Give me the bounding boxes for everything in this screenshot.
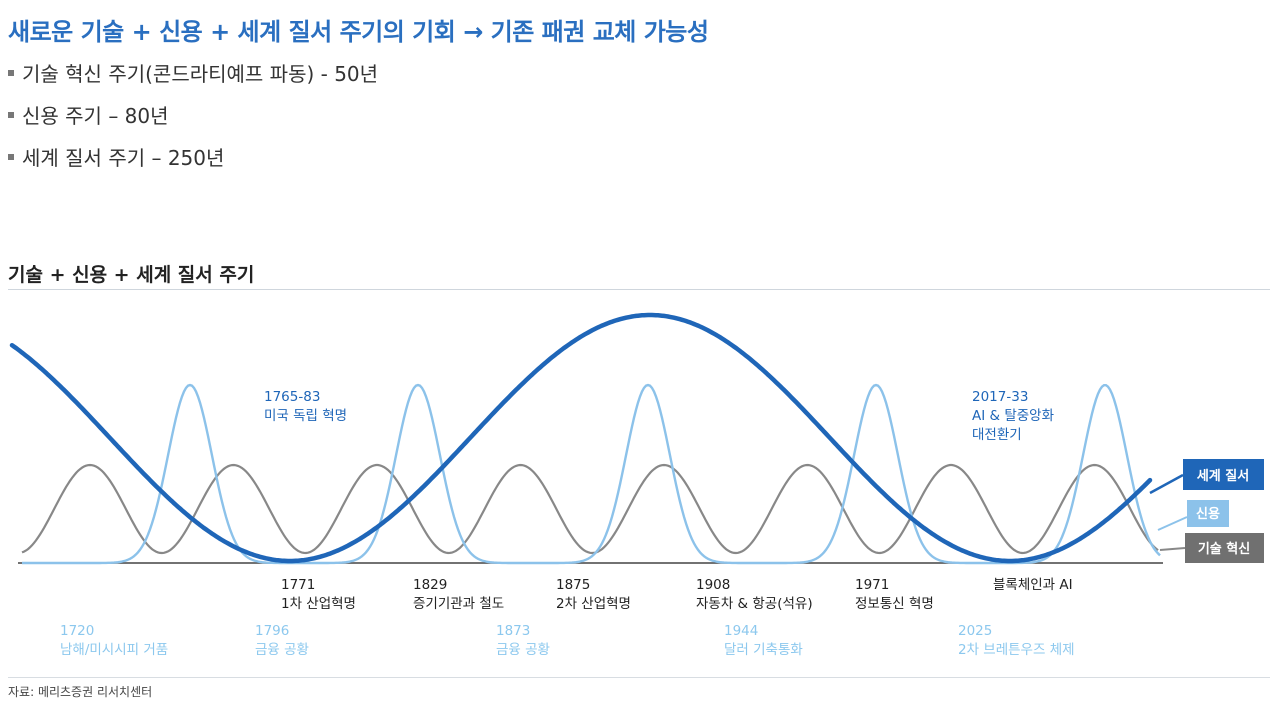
axis-year-label: 1829 <box>413 577 447 593</box>
chart-title: 기술 + 신용 + 세계 질서 주기 <box>8 264 255 286</box>
bullet-square-icon <box>8 153 14 160</box>
bullet-world-order-cycle: 세계 질서 주기 – 250년 <box>8 142 378 184</box>
bullet-technology-cycle: 기술 혁신 주기(콘드라티예프 파동) - 50년 <box>8 58 378 100</box>
cycle-bullet-list: 기술 혁신 주기(콘드라티예프 파동) - 50년 신용 주기 – 80년 세계… <box>8 58 378 184</box>
axis-event-label: 자동차 & 항공(석유) <box>696 596 813 612</box>
credit-legend-box <box>1187 500 1229 527</box>
bullet-square-icon <box>8 111 14 118</box>
technology-legend-connector <box>1159 547 1186 551</box>
world-order-legend-connector <box>1149 473 1184 495</box>
crisis-year-label: 1720 <box>60 623 94 639</box>
page-headline: 새로운 기술 + 신용 + 세계 질서 주기의 기회 → 기존 패권 교체 가능… <box>8 18 709 46</box>
era-annotation-line: 1765-83 <box>264 389 320 405</box>
crisis-event-label: 금융 공황 <box>496 642 550 658</box>
crisis-year-label: 1873 <box>496 623 530 639</box>
era-annotation-line: 2017-33 <box>972 389 1028 405</box>
crisis-year-label: 2025 <box>958 623 992 639</box>
axis-year-label: 1771 <box>281 577 315 593</box>
axis-event-label: 정보통신 혁명 <box>855 596 934 612</box>
crisis-event-label: 금융 공황 <box>255 642 309 658</box>
crisis-event-label: 달러 기축통화 <box>724 642 803 658</box>
bullet-text: 기술 혁신 주기(콘드라티예프 파동) - 50년 <box>22 62 379 86</box>
axis-event-label: 1차 산업혁명 <box>281 596 356 612</box>
chart-bottom-divider <box>8 677 1270 678</box>
axis-year-label: 1908 <box>696 577 730 593</box>
era-annotation-line: 대전환기 <box>972 427 1022 443</box>
axis-year-label: 1875 <box>556 577 590 593</box>
crisis-year-label: 1944 <box>724 623 758 639</box>
bullet-text: 세계 질서 주기 – 250년 <box>22 146 225 170</box>
crisis-year-label: 1796 <box>255 623 289 639</box>
credit-cycle-line <box>22 383 1161 565</box>
bullet-credit-cycle: 신용 주기 – 80년 <box>8 100 378 142</box>
source-note: 자료: 메리츠증권 리서치센터 <box>8 685 153 699</box>
axis-event-label: 증기기관과 철도 <box>413 596 504 612</box>
world-order-legend-box <box>1183 459 1264 490</box>
axis-event-label: 블록체인과 AI <box>993 577 1073 593</box>
technology-cycle-line <box>21 463 1159 555</box>
chart-top-divider <box>8 289 1270 290</box>
era-annotation-line: AI & 탈중앙화 <box>972 408 1054 424</box>
era-annotation-line: 미국 독립 혁명 <box>264 408 347 424</box>
axis-year-label: 1971 <box>855 577 889 593</box>
technology-legend-box <box>1185 533 1264 563</box>
technology-legend-label: 기술 혁신 <box>1198 541 1250 557</box>
crisis-event-label: 2차 브레튼우즈 체제 <box>958 642 1075 658</box>
axis-event-label: 2차 산업혁명 <box>556 596 631 612</box>
credit-legend-connector <box>1157 516 1188 531</box>
bullet-square-icon <box>8 69 14 76</box>
crisis-event-label: 남해/미시시피 거품 <box>60 642 168 658</box>
credit-legend-label: 신용 <box>1196 506 1220 522</box>
world-order-legend-label: 세계 질서 <box>1197 469 1249 484</box>
world-order-cycle-line <box>9 312 1153 564</box>
bullet-text: 신용 주기 – 80년 <box>22 104 169 128</box>
